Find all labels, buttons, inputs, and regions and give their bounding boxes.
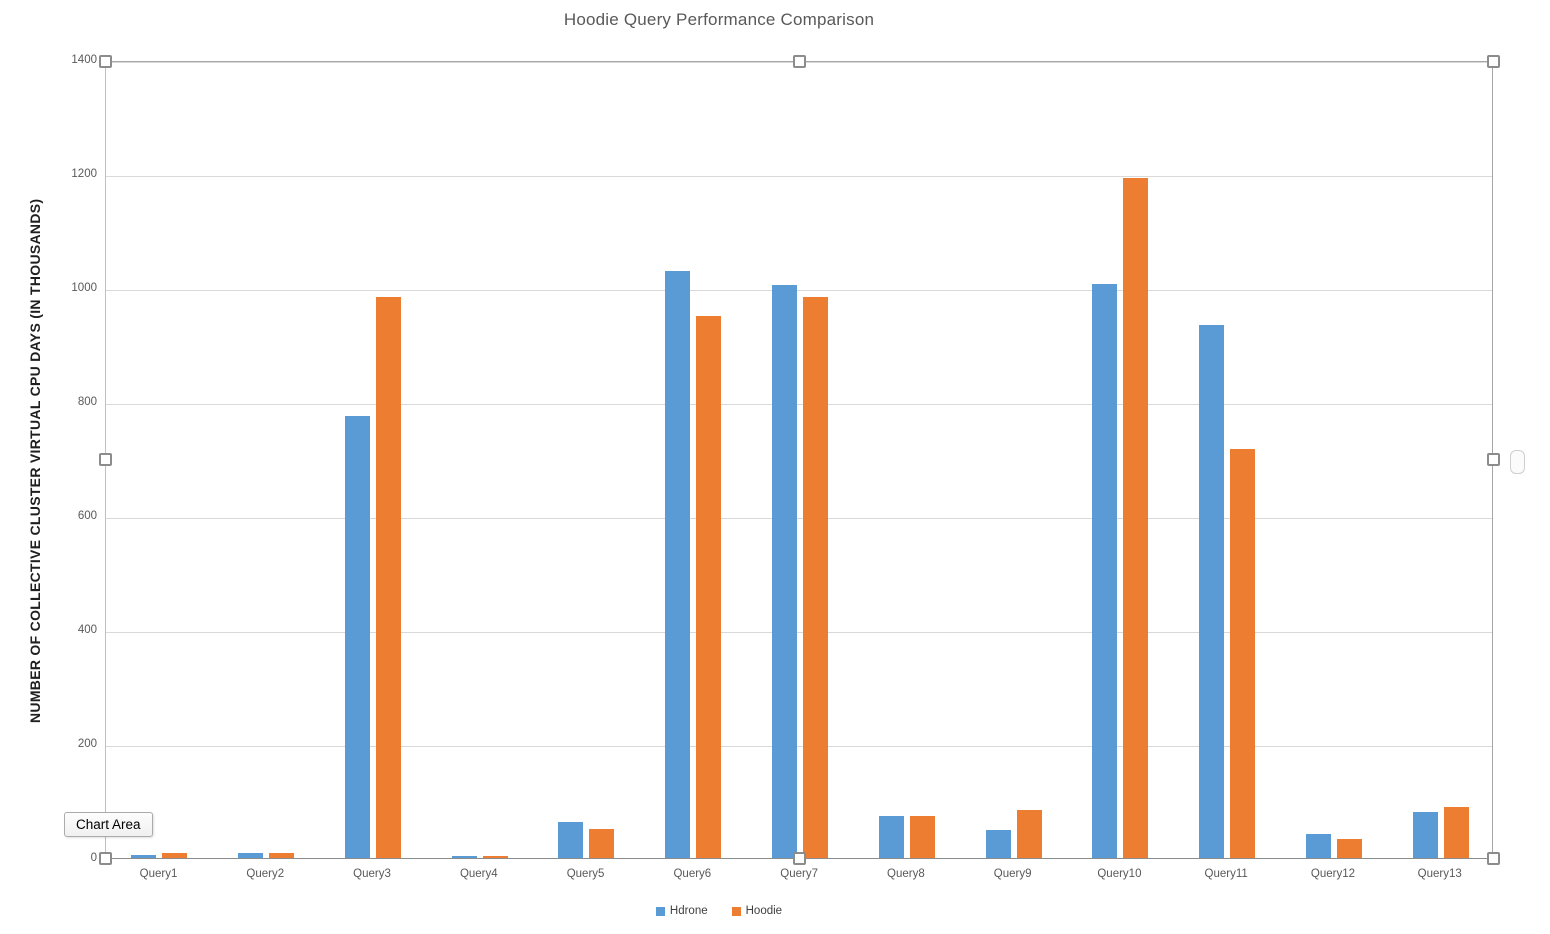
bar-hdrone-query9[interactable] [986,830,1011,858]
y-tick-label: 1400 [71,54,97,66]
legend-item-hoodie[interactable]: Hoodie [731,905,783,917]
legend-swatch-hdrone-icon [655,906,665,916]
x-tick-label: Query13 [1417,868,1462,880]
bar-hoodie-query4[interactable] [483,856,508,858]
x-tick-label: Query8 [887,868,925,880]
bar-hoodie-query7[interactable] [803,297,828,858]
legend-item-hdrone[interactable]: Hdrone [655,905,708,917]
bar-hoodie-query8[interactable] [910,816,935,858]
x-tick-label: Query5 [566,868,605,880]
bar-hoodie-query12[interactable] [1337,839,1362,858]
y-tick-label: 600 [77,510,97,522]
bar-hdrone-query13[interactable] [1413,812,1438,858]
gridline [106,518,1492,519]
x-tick-label: Query12 [1310,868,1355,880]
legend: Hdrone Hoodie [0,905,1438,917]
x-tick-label: Query9 [993,868,1032,880]
x-tick-label: Query7 [780,868,818,880]
bar-hdrone-query2[interactable] [238,853,263,858]
y-tick-label: 1000 [71,282,97,294]
x-tick-label: Query10 [1097,868,1142,880]
gridline [106,176,1492,177]
gridline [106,746,1492,747]
gridline [106,632,1492,633]
bar-hoodie-query11[interactable] [1230,449,1255,858]
selection-handle-bottom-left[interactable] [99,852,112,865]
bar-hoodie-query13[interactable] [1444,807,1469,858]
selection-handle-mid-right[interactable] [1487,453,1500,466]
bar-hoodie-query6[interactable] [696,316,721,858]
selection-handle-mid-left[interactable] [99,453,112,466]
bar-hoodie-query3[interactable] [376,297,401,858]
gridline [106,290,1492,291]
bar-hdrone-query3[interactable] [345,416,370,858]
bar-hoodie-query2[interactable] [269,853,294,858]
selection-handle-top-right[interactable] [1487,55,1500,68]
bar-hoodie-query1[interactable] [162,853,187,858]
x-tick-label: Query1 [139,868,178,880]
selection-handle-top-center[interactable] [793,55,806,68]
x-tick-label: Query2 [246,868,285,880]
x-tick-label: Query4 [459,868,498,880]
bar-hoodie-query9[interactable] [1017,810,1042,858]
y-tick-label: 400 [77,624,97,636]
x-tick-label: Query3 [353,868,391,880]
selection-handle-bottom-center[interactable] [793,852,806,865]
gridline [106,404,1492,405]
bar-hoodie-query10[interactable] [1123,178,1148,858]
bar-hdrone-query5[interactable] [558,822,583,858]
bar-hdrone-query12[interactable] [1306,834,1331,858]
bar-hdrone-query10[interactable] [1092,284,1117,858]
y-tick-label: 200 [77,738,97,750]
bar-hdrone-query7[interactable] [772,285,797,858]
selection-handle-bottom-right[interactable] [1487,852,1500,865]
x-tick-label: Query11 [1204,868,1248,880]
y-tick-label: 0 [90,852,97,864]
bar-hdrone-query8[interactable] [879,816,904,858]
selection-handle-top-left[interactable] [99,55,112,68]
bar-hdrone-query6[interactable] [665,271,690,858]
legend-label-hdrone: Hdrone [669,905,708,917]
plot-area[interactable] [105,61,1493,859]
outer-chart-handle-partial[interactable] [1510,450,1525,474]
legend-label-hoodie: Hoodie [745,905,783,917]
bar-hdrone-query11[interactable] [1199,325,1224,858]
chart-title[interactable]: Hoodie Query Performance Comparison [563,10,875,29]
chart-area-tooltip: Chart Area [64,812,153,837]
x-tick-label: Query6 [673,868,712,880]
y-tick-label: 1200 [71,168,97,180]
bar-hdrone-query1[interactable] [131,855,156,858]
legend-swatch-hoodie-icon [731,906,741,916]
y-tick-label: 800 [77,396,97,408]
bar-hoodie-query5[interactable] [589,829,614,858]
bar-hdrone-query4[interactable] [452,856,477,858]
